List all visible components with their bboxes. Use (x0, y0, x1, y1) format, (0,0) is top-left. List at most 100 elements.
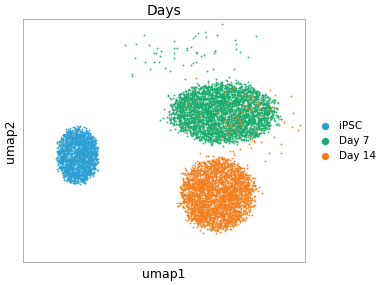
Point (191, 191, 197, 195)
Point (196, 111, 202, 116)
Point (223, 86, 229, 90)
Point (83, 171, 89, 176)
Point (211, 168, 217, 173)
Point (268, 116, 274, 121)
Point (81, 130, 87, 135)
Point (263, 104, 269, 109)
Point (236, 90, 242, 95)
Point (182, 197, 188, 201)
Point (205, 209, 211, 214)
Point (176, 103, 182, 108)
Point (188, 177, 194, 181)
Point (236, 210, 243, 214)
Point (254, 102, 260, 107)
Point (190, 119, 196, 123)
Point (221, 216, 227, 221)
Point (181, 192, 187, 197)
Point (75, 143, 81, 148)
Point (184, 116, 190, 121)
Point (212, 49, 219, 54)
Point (91, 160, 97, 165)
Point (208, 227, 214, 232)
Point (60, 148, 66, 152)
Point (235, 211, 241, 216)
Point (202, 181, 208, 185)
Point (86, 135, 92, 140)
Point (189, 187, 195, 192)
Point (67, 142, 73, 146)
Point (221, 107, 227, 112)
Point (206, 105, 212, 110)
Point (227, 190, 233, 194)
Point (129, 72, 135, 77)
Point (223, 221, 230, 226)
Point (60, 162, 66, 167)
Point (218, 206, 224, 211)
Point (185, 197, 191, 201)
Point (184, 112, 190, 117)
Point (211, 118, 217, 123)
Point (209, 191, 215, 196)
Point (210, 98, 216, 103)
Point (237, 86, 243, 90)
Point (221, 204, 227, 209)
Point (89, 152, 95, 156)
Point (235, 200, 241, 205)
Point (246, 83, 252, 87)
Point (220, 94, 226, 99)
Point (202, 108, 209, 113)
Point (55, 159, 62, 164)
Point (225, 98, 231, 103)
Point (259, 111, 265, 115)
Point (196, 201, 202, 205)
Point (66, 178, 73, 183)
Point (199, 93, 205, 98)
Point (59, 151, 65, 155)
Point (172, 104, 178, 108)
Point (229, 190, 235, 194)
Point (193, 179, 199, 184)
Point (210, 177, 216, 182)
Point (199, 122, 205, 127)
Point (231, 162, 237, 166)
Point (88, 154, 94, 158)
Point (218, 126, 224, 131)
Point (200, 178, 206, 182)
Point (233, 47, 239, 52)
Point (179, 187, 185, 192)
Point (233, 113, 239, 118)
Point (204, 200, 210, 204)
Point (264, 112, 270, 117)
Point (250, 121, 256, 125)
Point (197, 228, 204, 233)
Point (83, 145, 89, 150)
Point (249, 94, 256, 98)
Point (84, 151, 90, 156)
Point (271, 100, 277, 105)
Point (248, 108, 254, 113)
Point (81, 167, 87, 172)
Point (206, 222, 212, 227)
Point (236, 212, 243, 217)
Point (70, 151, 76, 156)
Point (252, 119, 258, 124)
Point (80, 133, 86, 137)
Point (226, 202, 232, 207)
Point (186, 193, 192, 198)
Point (192, 131, 198, 136)
Point (199, 198, 205, 202)
Point (251, 133, 257, 138)
Point (232, 173, 238, 178)
Point (226, 107, 232, 112)
Point (72, 154, 78, 158)
Point (188, 199, 194, 204)
Point (206, 114, 212, 119)
Point (229, 122, 235, 127)
Point (220, 106, 226, 111)
Point (235, 99, 241, 104)
Point (187, 96, 193, 100)
Point (225, 103, 231, 108)
Point (179, 106, 185, 110)
Point (213, 99, 219, 104)
Point (220, 101, 226, 106)
